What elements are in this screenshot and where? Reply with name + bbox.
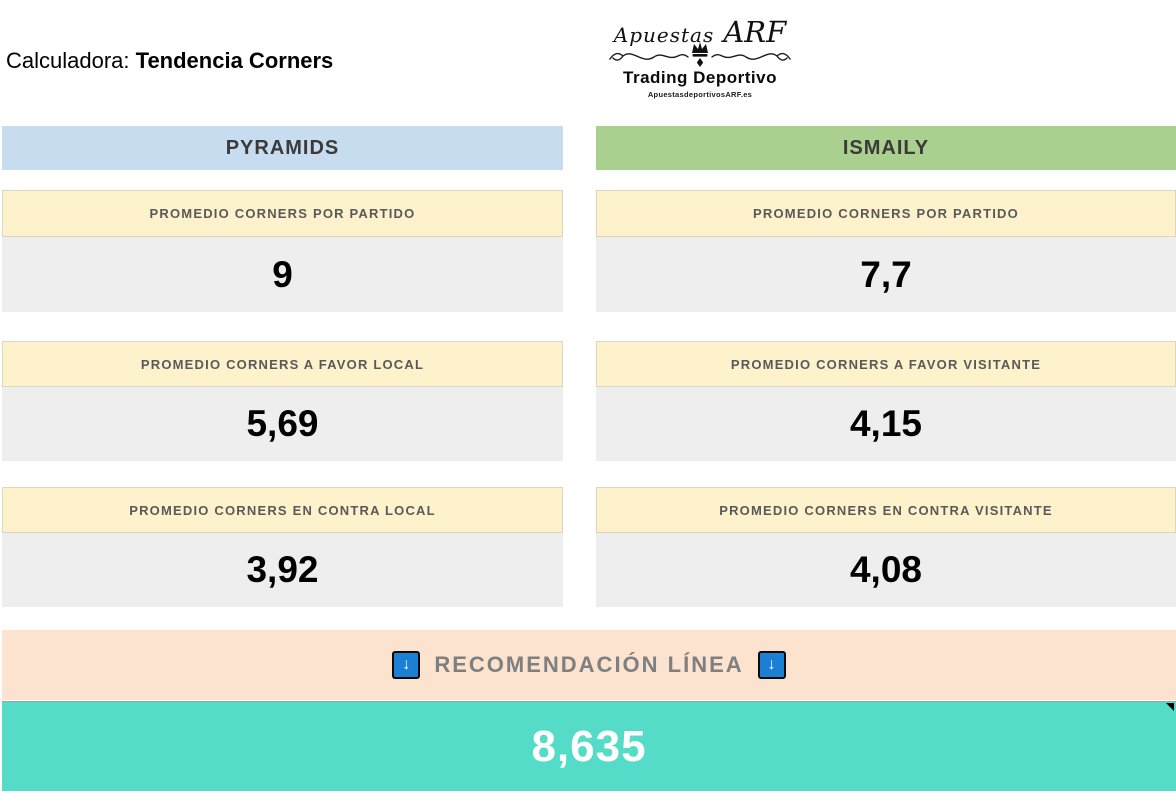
recommendation-label: RECOMENDACIÓN LÍNEA: [434, 652, 744, 677]
logo-script-word1: Apuestas: [613, 23, 715, 47]
team-header-away[interactable]: ISMAILY: [596, 126, 1176, 170]
page-title-main: Tendencia Corners: [135, 48, 334, 73]
down-arrow-icon: ↓: [392, 651, 421, 679]
logo-flourish-icon: [602, 41, 798, 71]
brand-logo: Apuestas ARF Trading Deportivo Apuestasd…: [602, 18, 798, 99]
recommendation-banner: ↓ RECOMENDACIÓN LÍNEA ↓: [2, 630, 1176, 700]
stat-value-away-for[interactable]: 4,15: [596, 387, 1176, 461]
crown-icon: [692, 42, 708, 67]
cell-note-marker: [1166, 703, 1174, 711]
stat-label-away-per-match: PROMEDIO CORNERS POR PARTIDO: [596, 190, 1176, 237]
logo-website-text: ApuestasdeportivosARF.es: [647, 90, 753, 99]
page-title-prefix: Calculadora:: [6, 48, 130, 73]
page-title: Calculadora: Tendencia Corners: [6, 48, 333, 74]
stat-label-away-against: PROMEDIO CORNERS EN CONTRA VISITANTE: [596, 487, 1176, 533]
down-arrow-icon: ↓: [757, 651, 786, 679]
stat-value-home-for[interactable]: 5,69: [2, 387, 563, 461]
logo-script-word2: ARF: [723, 15, 787, 49]
stat-value-away-against[interactable]: 4,08: [596, 533, 1176, 607]
line-value-cell[interactable]: 8,635: [2, 701, 1176, 791]
logo-brand-text: Trading Deportivo: [623, 68, 777, 87]
line-value: 8,635: [531, 721, 647, 771]
flourish-swirl-icon: [609, 42, 791, 67]
stat-label-home-per-match: PROMEDIO CORNERS POR PARTIDO: [2, 190, 563, 237]
stat-value-home-against[interactable]: 3,92: [2, 533, 563, 607]
logo-script-text: Apuestas ARF: [602, 18, 798, 47]
stat-value-home-per-match[interactable]: 9: [2, 237, 563, 312]
stat-value-away-per-match[interactable]: 7,7: [596, 237, 1176, 312]
team-header-home[interactable]: PYRAMIDS: [2, 126, 563, 170]
stat-label-home-for: PROMEDIO CORNERS A FAVOR LOCAL: [2, 341, 563, 387]
stat-label-home-against: PROMEDIO CORNERS EN CONTRA LOCAL: [2, 487, 563, 533]
stat-label-away-for: PROMEDIO CORNERS A FAVOR VISITANTE: [596, 341, 1176, 387]
